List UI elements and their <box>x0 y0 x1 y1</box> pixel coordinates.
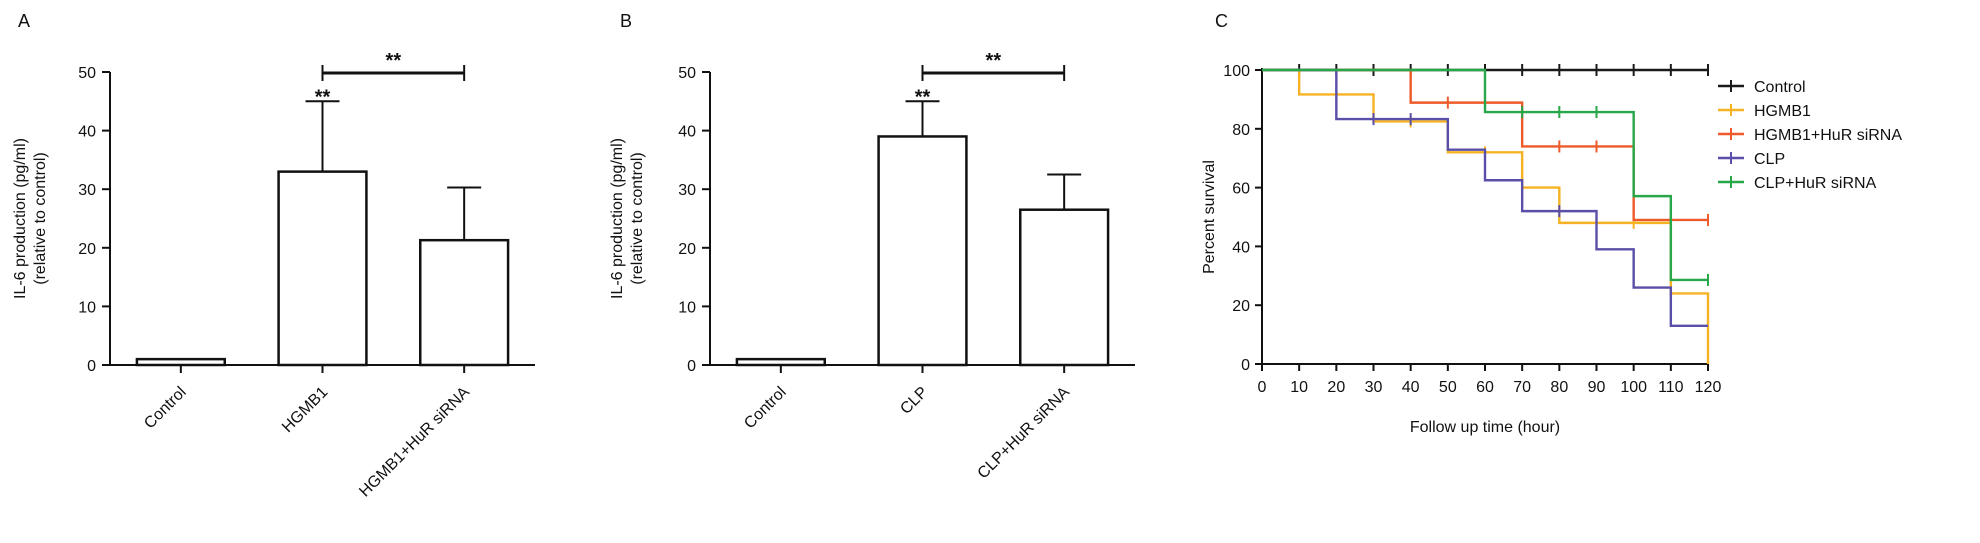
y-tick-label: 10 <box>678 299 696 316</box>
y-axis-label: IL-6 production (pg/ml) <box>12 138 29 299</box>
x-tick-label: 80 <box>1550 379 1568 396</box>
x-tick-label: 90 <box>1588 379 1606 396</box>
y-axis-label: Percent survival <box>1201 160 1218 274</box>
y-tick-label: 20 <box>78 241 96 258</box>
panel-letter-a: A <box>18 11 30 31</box>
y-axis-label: (relative to control) <box>32 152 49 285</box>
y-tick-label: 50 <box>78 65 96 82</box>
y-axis-label: IL-6 production (pg/ml) <box>609 138 626 299</box>
x-axis-label: Follow up time (hour) <box>1410 419 1560 436</box>
x-category-label: HGMB1 <box>279 384 331 436</box>
legend-label: CLP <box>1754 151 1785 168</box>
y-tick-label: 60 <box>1232 181 1250 198</box>
survival-line <box>1262 68 1710 364</box>
bar <box>735 357 827 367</box>
survival-line <box>1262 68 1708 282</box>
legend-label: Control <box>1754 79 1806 96</box>
panel-b-bar-chart: 0 10 20 30 40 50 IL-6 production (pg/ml) (relat… <box>609 50 1135 482</box>
bar <box>1019 208 1110 367</box>
x-tick-label: 40 <box>1402 379 1420 396</box>
y-tick-label: 0 <box>1241 357 1250 374</box>
y-tick-label: 0 <box>87 358 96 375</box>
y-tick-label: 100 <box>1223 63 1250 80</box>
x-tick-label: 30 <box>1365 379 1383 396</box>
bar <box>277 170 368 367</box>
x-tick-label: 120 <box>1695 379 1722 396</box>
bar <box>419 238 510 367</box>
y-tick-label: 80 <box>1232 122 1250 139</box>
x-tick-label: 60 <box>1476 379 1494 396</box>
legend-label: CLP+HuR siRNA <box>1754 175 1877 192</box>
panel-letter-b: B <box>620 11 632 31</box>
y-tick-label: 30 <box>678 182 696 199</box>
x-tick-label: 10 <box>1290 379 1308 396</box>
x-tick-label: 100 <box>1620 379 1647 396</box>
y-tick-label: 0 <box>687 358 696 375</box>
significance-stars: ** <box>315 86 331 108</box>
bar <box>877 135 968 367</box>
survival-line <box>1262 68 1708 327</box>
y-tick-label: 20 <box>678 241 696 258</box>
bar <box>135 357 227 367</box>
x-category-label: Control <box>141 384 189 432</box>
y-axis-label: (relative to control) <box>629 152 646 285</box>
x-tick-label: 50 <box>1439 379 1457 396</box>
panel-a-bar-chart: 0 10 20 30 40 50 IL-6 production (pg/ml) (relat… <box>12 50 535 501</box>
x-tick-label: 20 <box>1327 379 1345 396</box>
y-tick-label: 50 <box>678 65 696 82</box>
survival-line <box>1262 68 1708 222</box>
panel-letter-c: C <box>1215 11 1228 31</box>
y-tick-label: 20 <box>1232 298 1250 315</box>
panel-c-survival-chart: 0 20 40 60 80 100 0 10 20 30 40 50 60 70 80 90 100 110 120… <box>1201 63 1902 436</box>
y-tick-label: 40 <box>678 124 696 141</box>
x-tick-label: 110 <box>1658 379 1684 396</box>
x-tick-label: 70 <box>1513 379 1531 396</box>
significance-stars: ** <box>386 50 402 72</box>
x-category-label: Control <box>741 384 789 432</box>
y-tick-label: 40 <box>78 124 96 141</box>
legend-label: HGMB1 <box>1754 103 1811 120</box>
y-tick-label: 30 <box>78 182 96 199</box>
x-category-label: CLP+HuR siRNA <box>975 384 1074 483</box>
y-tick-label: 40 <box>1232 239 1250 256</box>
significance-stars: ** <box>986 50 1002 72</box>
x-category-label: HGMB1+HuR siRNA <box>356 384 473 501</box>
significance-stars: ** <box>915 86 931 108</box>
y-tick-label: 10 <box>78 299 96 316</box>
x-tick-label: 0 <box>1258 379 1267 396</box>
x-category-label: CLP <box>897 384 931 418</box>
legend-label: HGMB1+HuR siRNA <box>1754 127 1902 144</box>
